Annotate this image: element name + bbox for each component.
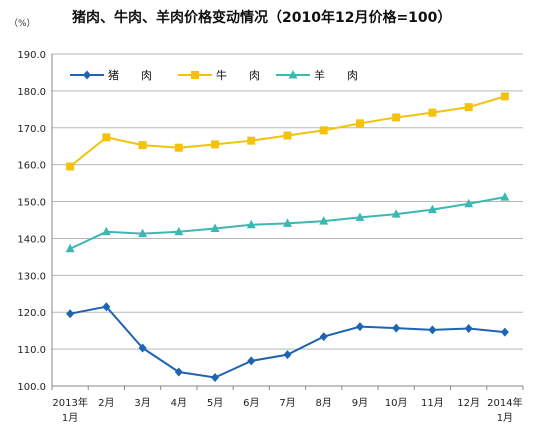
data-point (464, 103, 473, 112)
chart-title: 猪肉、牛肉、羊肉价格变动情况（2010年12月价格=100） (71, 9, 451, 26)
legend-item: 羊 肉 (276, 68, 358, 82)
legend-label: 羊 肉 (314, 68, 358, 82)
x-tick-label: 9月 (352, 397, 368, 409)
series-0 (66, 302, 509, 383)
y-tick-label: 150.0 (17, 198, 46, 209)
data-point (392, 113, 401, 122)
y-tick-label: 110.0 (17, 345, 46, 356)
data-point (500, 92, 509, 101)
legend-item: 牛 肉 (178, 68, 260, 82)
data-point (211, 373, 220, 383)
x-tick-label: 11月 (421, 397, 444, 409)
series-line (69, 305, 505, 379)
axes: 100.0 110.0 120.0 130.0 140.0 150.0 160.0 170.0… (17, 50, 524, 424)
x-tick-label: 7月 (279, 397, 295, 409)
series-2 (65, 192, 510, 253)
y-axis-unit: （%） (9, 18, 36, 29)
data-point (211, 140, 220, 149)
data-point (500, 192, 510, 201)
data-point (138, 343, 147, 353)
data-point (246, 219, 256, 229)
y-tick-label: 180.0 (17, 87, 46, 98)
data-point (428, 108, 437, 117)
data-point (283, 350, 292, 360)
data-point (500, 327, 509, 337)
data-point (319, 332, 328, 342)
x-tick-label: 4月 (171, 397, 187, 409)
data-point (138, 141, 147, 150)
x-tick-label: 2013年 (52, 396, 87, 409)
series-lines (65, 92, 510, 383)
legend-label: 猪 肉 (108, 69, 152, 82)
data-point (65, 243, 75, 253)
data-point (247, 356, 256, 366)
y-tick-label: 190.0 (17, 50, 46, 61)
x-tick-label: 12月 (457, 397, 480, 409)
x-tick-label: 2月 (98, 397, 114, 409)
legend-marker (191, 71, 199, 79)
data-point (66, 309, 75, 319)
x-tick-label: 3月 (134, 397, 150, 409)
legend-marker (83, 70, 91, 80)
legend-label: 牛 肉 (216, 68, 260, 82)
data-point (427, 204, 437, 214)
x-tick-label: 1月 (62, 412, 78, 424)
x-tick-label: 6月 (243, 397, 259, 409)
data-point (174, 226, 184, 236)
y-tick-label: 100.0 (17, 382, 46, 393)
x-tick-label: 8月 (316, 397, 332, 409)
data-point (174, 143, 183, 152)
x-tick-label: 2014年 (487, 396, 522, 409)
data-point (174, 367, 183, 377)
data-point (391, 209, 401, 218)
gridlines (52, 53, 523, 350)
data-point (138, 228, 148, 238)
data-point (102, 133, 111, 142)
data-point (319, 126, 328, 135)
y-tick-label: 140.0 (17, 234, 46, 245)
data-point (319, 216, 329, 225)
data-point (355, 322, 364, 332)
data-point (283, 218, 292, 227)
data-point (355, 119, 364, 128)
data-point (247, 136, 256, 145)
y-tick-label: 130.0 (17, 271, 46, 282)
legend: 猪 肉牛 肉羊 肉 (70, 68, 358, 82)
data-point (101, 226, 111, 236)
x-tick-label: 1月 (497, 412, 513, 424)
series-1 (66, 92, 509, 171)
y-tick-label: 170.0 (17, 124, 46, 135)
data-point (464, 198, 474, 208)
data-point (464, 323, 473, 333)
legend-item: 猪 肉 (70, 69, 152, 82)
data-point (102, 302, 111, 312)
series-line (69, 95, 506, 168)
data-point (355, 212, 365, 221)
y-tick-label: 160.0 (17, 161, 46, 172)
x-tick-label: 10月 (385, 397, 408, 409)
data-point (66, 162, 75, 171)
y-tick-label: 120.0 (17, 308, 46, 319)
legend-marker (288, 70, 298, 79)
x-tick-label: 5月 (207, 397, 223, 409)
data-point (392, 323, 401, 333)
data-point (428, 325, 437, 335)
data-point (210, 223, 220, 232)
data-point (283, 131, 292, 140)
